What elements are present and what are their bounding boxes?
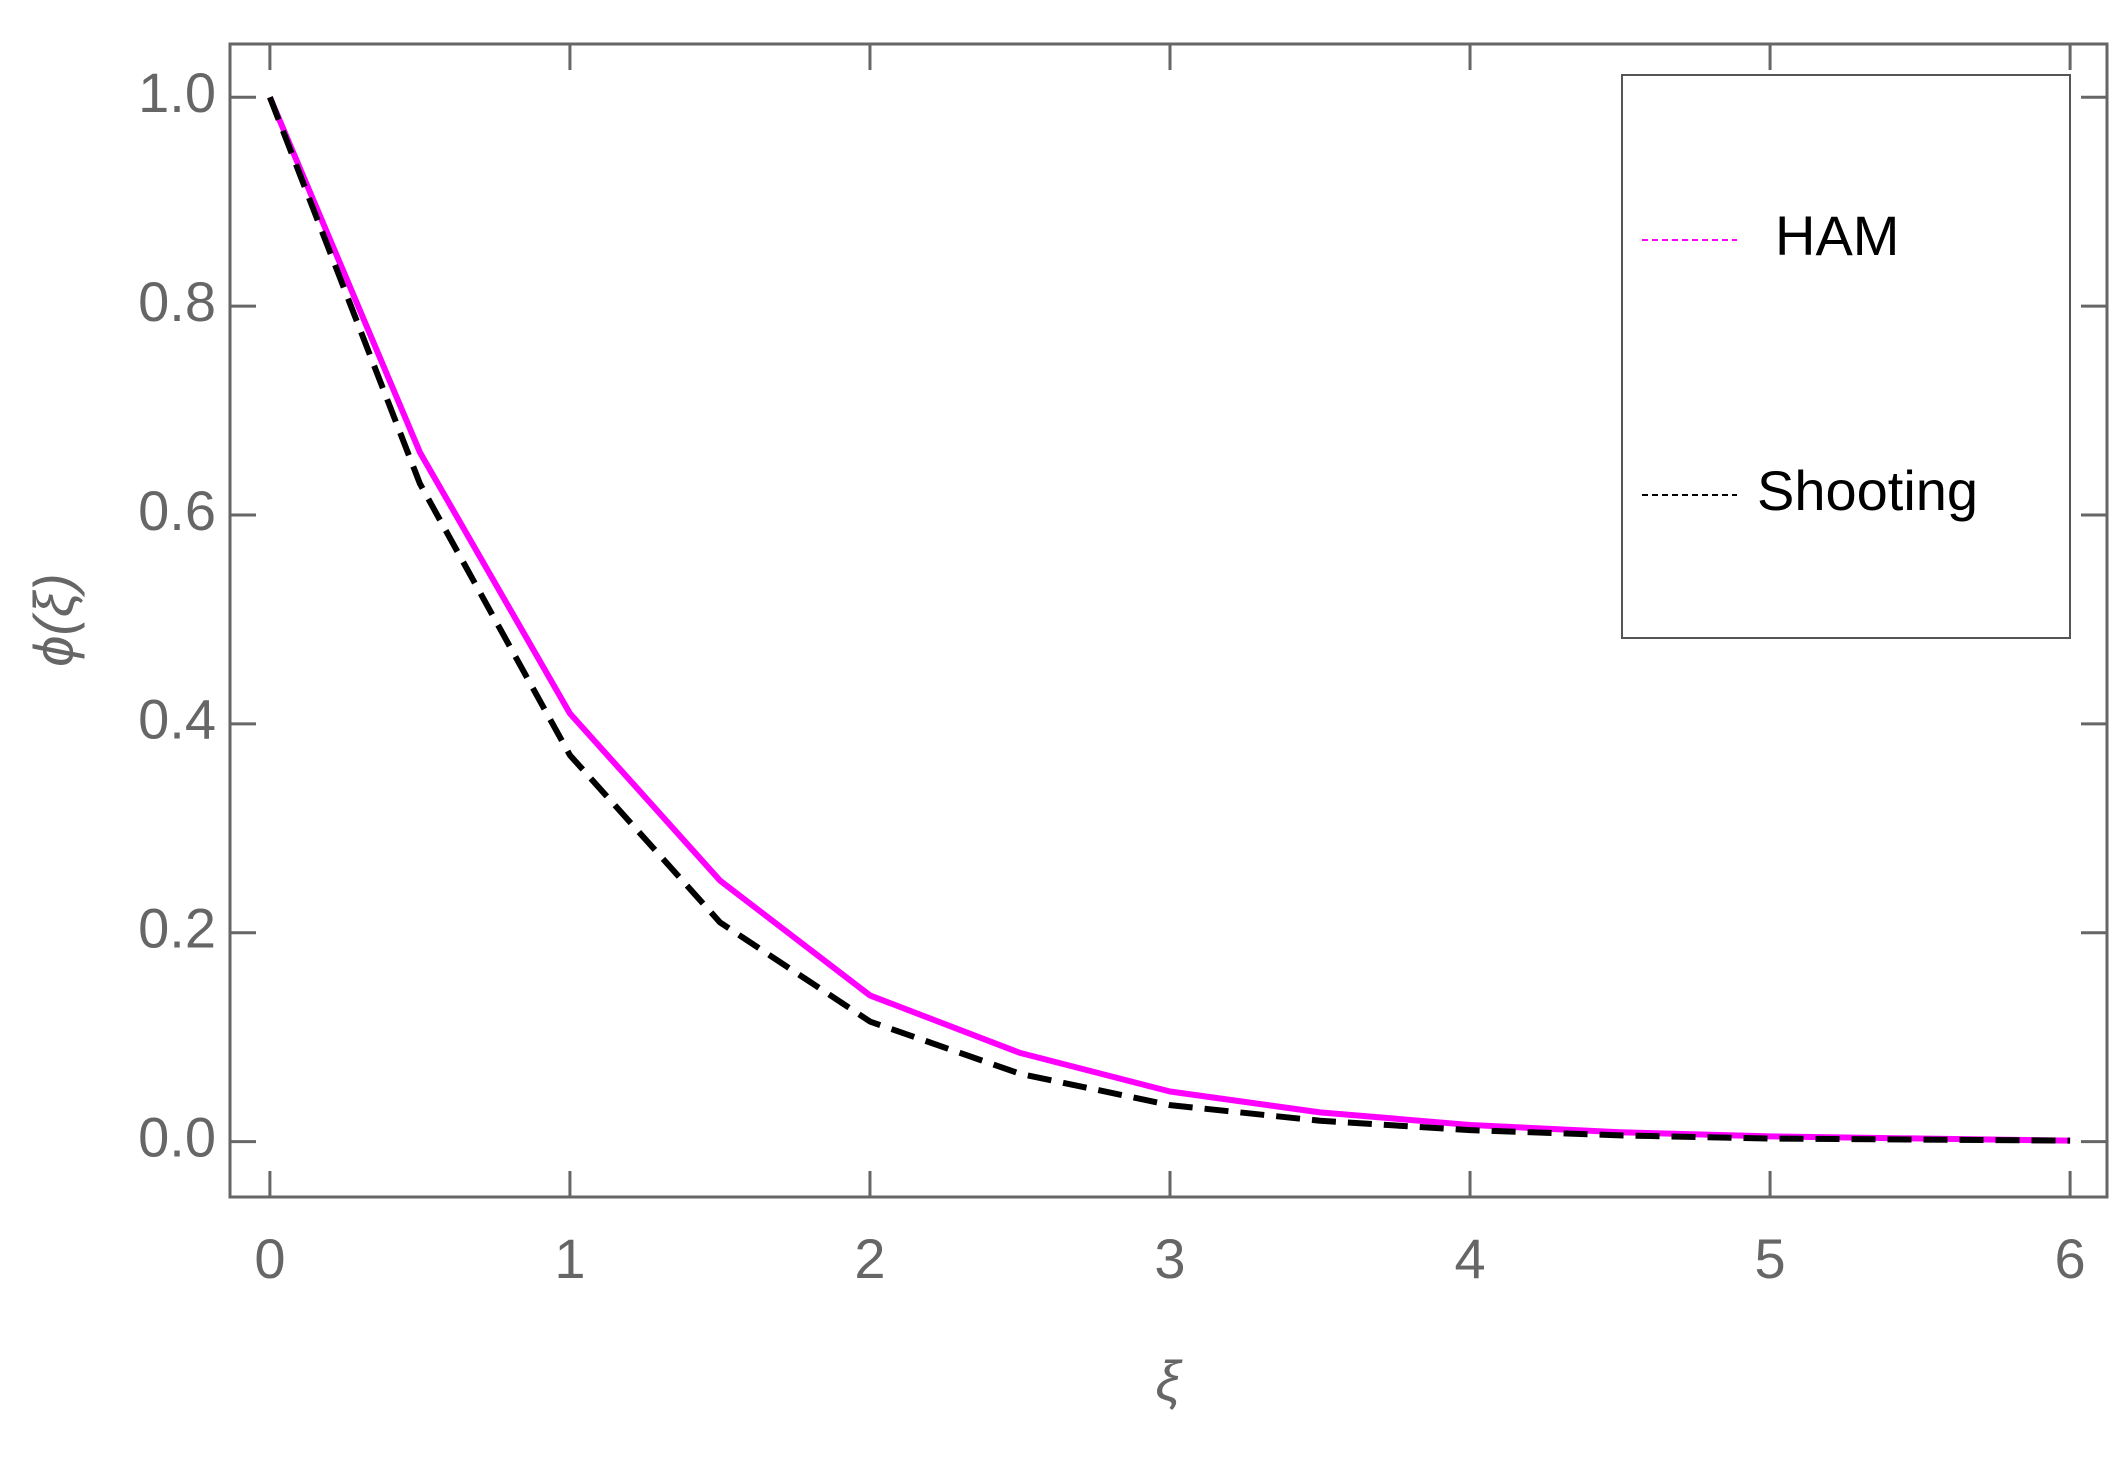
x-tick-label: 3 <box>1154 1227 1185 1290</box>
y-tick-label: 0.6 <box>138 479 216 542</box>
x-tick-label: 0 <box>254 1227 285 1290</box>
y-tick-label: 0.8 <box>138 270 216 333</box>
y-tick-label: 0.2 <box>138 897 216 960</box>
x-tick-label: 6 <box>2055 1227 2086 1290</box>
x-tick-label: 4 <box>1454 1227 1485 1290</box>
legend <box>1621 74 2071 639</box>
series-line <box>267 96 2071 1144</box>
legend-label: Shooting <box>1757 459 1978 522</box>
y-tick-label: 0.0 <box>138 1105 216 1168</box>
y-tick-label: 0.4 <box>138 688 216 751</box>
y-axis-label: ϕ(ξ) <box>22 573 85 666</box>
legend-label: HAM <box>1775 204 1899 267</box>
x-tick-label: 2 <box>854 1227 885 1290</box>
series-line <box>267 96 2071 1144</box>
x-tick-label: 5 <box>1754 1227 1785 1290</box>
x-axis-label: ξ <box>1155 1349 1183 1412</box>
y-tick-label: 1.0 <box>138 61 216 124</box>
x-tick-label: 1 <box>554 1227 585 1290</box>
plot-frame <box>228 42 2109 1199</box>
